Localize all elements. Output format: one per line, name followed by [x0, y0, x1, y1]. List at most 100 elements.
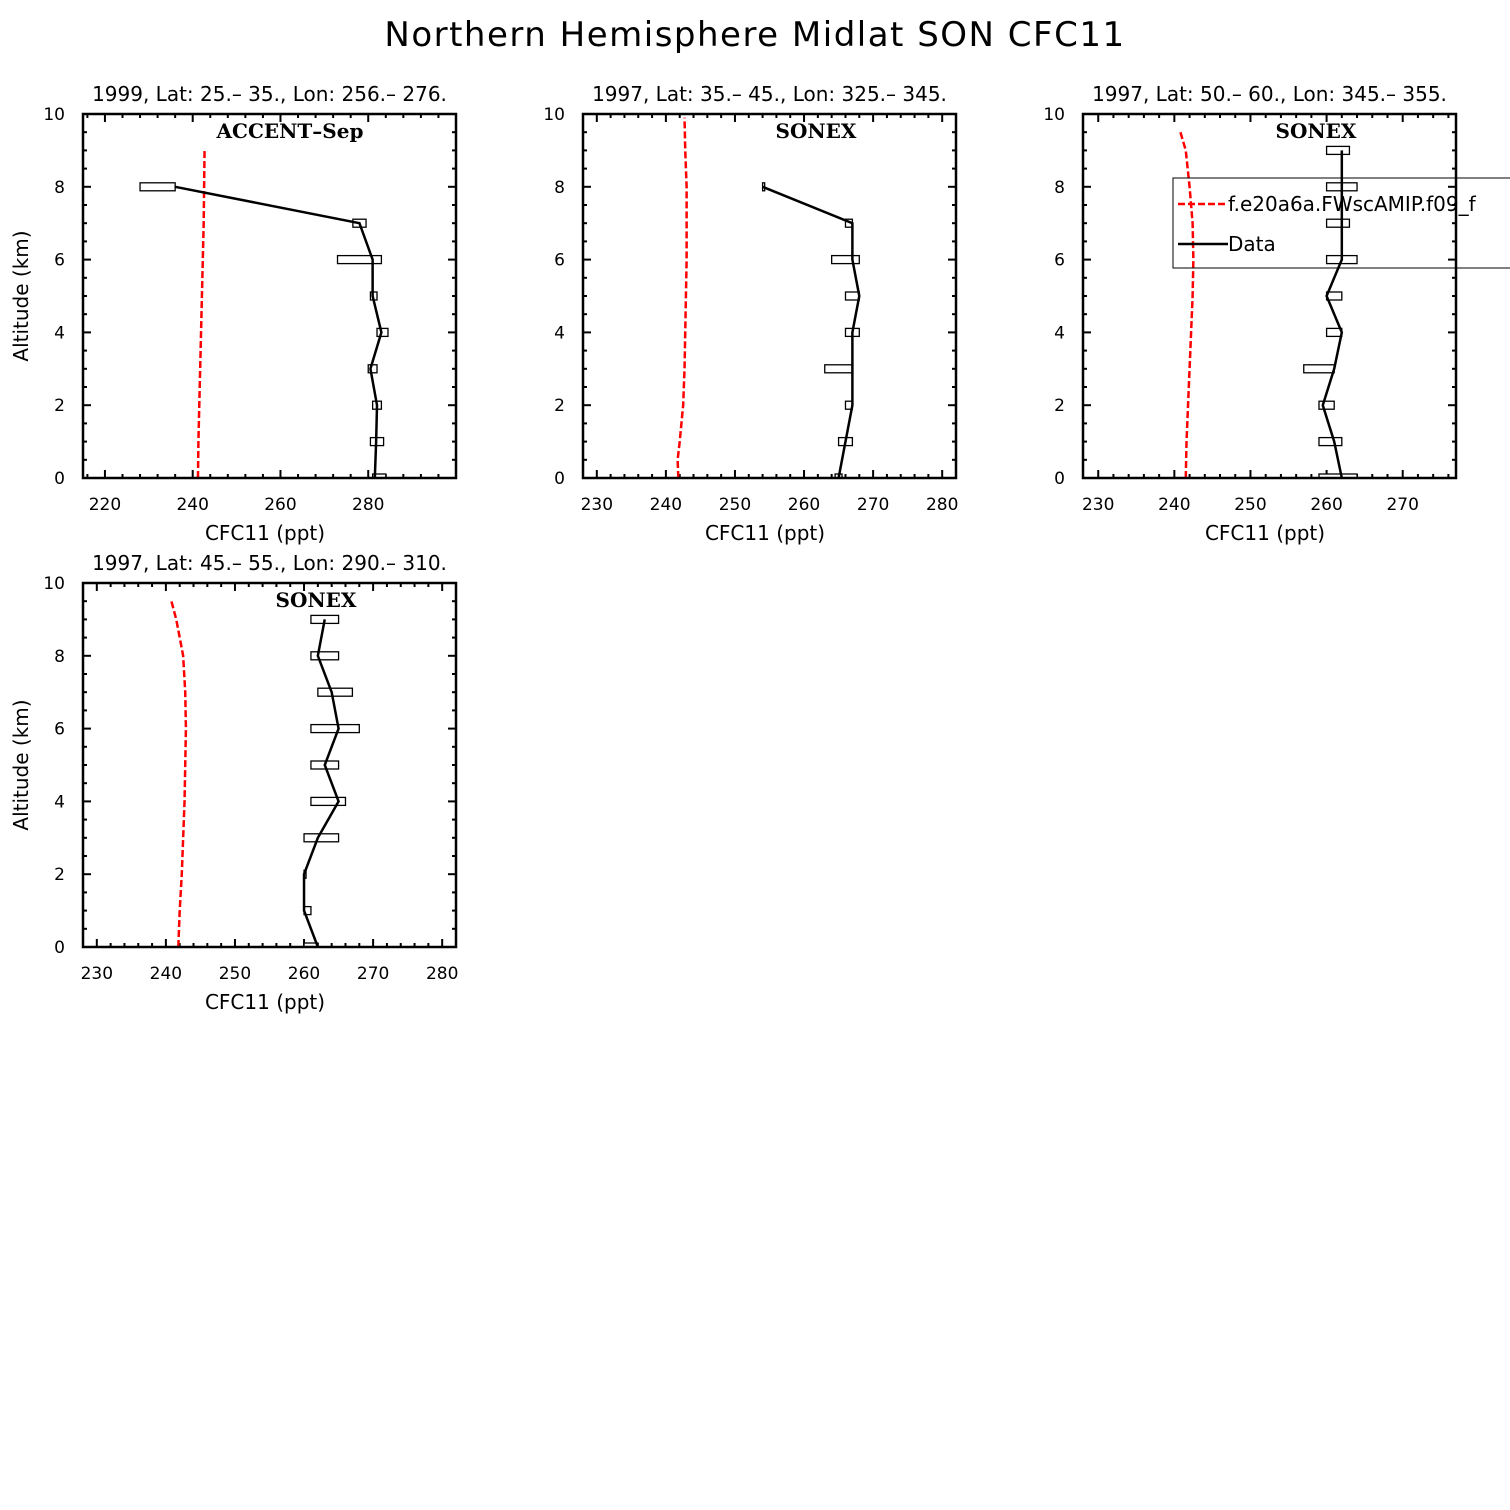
y-tick-label: 0	[54, 938, 65, 958]
plot-frame	[581, 112, 958, 480]
data-range-box	[336, 254, 383, 265]
panel-3: 1997, Lat: 50.– 60., Lon: 345.– 355. SONE…	[1043, 82, 1510, 545]
plot-frame	[81, 581, 458, 949]
y-tick-label: 8	[54, 178, 65, 198]
x-tick-label: 240	[1158, 495, 1190, 515]
panel-4: 1997, Lat: 45.– 55., Lon: 290.– 310. SONE…	[9, 551, 458, 1014]
x-tick-label: 260	[1310, 495, 1342, 515]
series-group	[676, 117, 861, 478]
x-tick-label: 270	[357, 964, 389, 984]
y-tick-label: 8	[1054, 178, 1065, 198]
legend-model-label: f.e20a6a.FWscAMIP.f09_f	[1228, 192, 1477, 216]
series-group	[170, 600, 360, 947]
data-range-box	[844, 291, 860, 301]
model-series-line	[196, 150, 206, 478]
data-range-box	[310, 796, 347, 807]
x-tick-label: 280	[426, 964, 458, 984]
y-tick-label: 10	[543, 105, 565, 125]
data-range-box	[310, 651, 340, 661]
y-tick-label: 6	[54, 251, 65, 271]
data-series-line	[302, 619, 340, 947]
x-tick-label: 240	[176, 495, 208, 515]
data-range-box	[1318, 400, 1335, 410]
y-tick-label: 8	[554, 178, 565, 198]
panel-2: 1997, Lat: 35.– 45., Lon: 325.– 345. SONE…	[543, 82, 958, 545]
data-range-box	[1303, 364, 1335, 374]
y-axis-label: Altitude (km)	[9, 230, 33, 361]
series-group	[139, 150, 389, 478]
x-tick-label: 230	[581, 495, 613, 515]
data-range-box	[1325, 218, 1351, 228]
x-tick-label: 270	[857, 495, 889, 515]
y-tick-label: 4	[54, 323, 65, 343]
campaign-label: SONEX	[276, 588, 357, 612]
x-tick-label: 260	[288, 964, 320, 984]
x-axis-label: CFC11 (ppt)	[705, 521, 825, 545]
data-range-box	[139, 182, 176, 192]
campaign-label: SONEX	[1276, 119, 1357, 143]
x-tick-label: 270	[1386, 495, 1418, 515]
data-series-line	[762, 185, 861, 478]
x-tick-label: 250	[1234, 495, 1266, 515]
x-tick-label: 230	[1082, 495, 1114, 515]
plot-frame	[81, 112, 458, 480]
y-tick-label: 0	[1054, 469, 1065, 489]
x-tick-label: 240	[150, 964, 182, 984]
campaign-label: ACCENT–Sep	[216, 119, 364, 143]
y-tick-label: 2	[1054, 396, 1065, 416]
campaign-label: SONEX	[776, 119, 857, 143]
panel-1: 1999, Lat: 25.– 35., Lon: 256.– 276. ACCE…	[9, 82, 458, 545]
x-tick-label: 220	[89, 495, 121, 515]
data-range-box	[1318, 473, 1358, 478]
y-tick-label: 4	[554, 323, 565, 343]
y-tick-label: 0	[554, 469, 565, 489]
y-tick-label: 0	[54, 469, 65, 489]
x-tick-label: 260	[788, 495, 820, 515]
x-axis-label: CFC11 (ppt)	[205, 521, 325, 545]
data-range-box	[1325, 145, 1351, 156]
model-series-line	[676, 117, 688, 478]
data-range-box	[1318, 436, 1343, 447]
legend-box	[1172, 177, 1510, 269]
x-tick-label: 240	[650, 495, 682, 515]
data-range-box	[310, 723, 360, 734]
figure-title: Northern Hemisphere Midlat SON CFC11	[384, 15, 1125, 55]
y-tick-label: 10	[43, 574, 65, 594]
x-axis-label: CFC11 (ppt)	[205, 990, 325, 1014]
panel-subtitle: 1999, Lat: 25.– 35., Lon: 256.– 276.	[92, 82, 447, 106]
y-tick-label: 2	[54, 396, 65, 416]
y-tick-label: 2	[554, 396, 565, 416]
y-tick-label: 6	[54, 720, 65, 740]
series-group	[1179, 131, 1358, 478]
y-tick-label: 4	[1054, 323, 1065, 343]
y-tick-label: 10	[1043, 105, 1065, 125]
model-series-line	[170, 600, 188, 947]
panel-subtitle: 1997, Lat: 35.– 45., Lon: 325.– 345.	[592, 82, 947, 106]
y-axis-label: Altitude (km)	[9, 699, 33, 830]
y-tick-label: 8	[54, 647, 65, 667]
legend: f.e20a6a.FWscAMIP.f09_f Data	[1172, 177, 1510, 269]
data-range-box	[317, 687, 354, 697]
data-range-box	[824, 364, 854, 374]
y-tick-label: 6	[554, 251, 565, 271]
x-tick-label: 250	[219, 964, 251, 984]
y-tick-label: 6	[1054, 251, 1065, 271]
x-tick-label: 280	[352, 495, 384, 515]
plot-frame	[1081, 112, 1458, 480]
model-series-line	[1179, 131, 1195, 478]
x-tick-label: 230	[81, 964, 113, 984]
x-tick-label: 260	[264, 495, 296, 515]
y-tick-label: 10	[43, 105, 65, 125]
x-tick-label: 280	[926, 495, 958, 515]
data-series-line	[1321, 150, 1344, 478]
x-tick-label: 250	[719, 495, 751, 515]
y-tick-label: 2	[54, 865, 65, 885]
data-series-line	[174, 185, 383, 478]
data-range-box	[303, 833, 340, 843]
data-range-box	[303, 942, 319, 947]
legend-data-label: Data	[1228, 232, 1276, 256]
x-axis-label: CFC11 (ppt)	[1205, 521, 1325, 545]
data-range-box	[371, 473, 387, 478]
panel-subtitle: 1997, Lat: 45.– 55., Lon: 290.– 310.	[92, 551, 447, 575]
